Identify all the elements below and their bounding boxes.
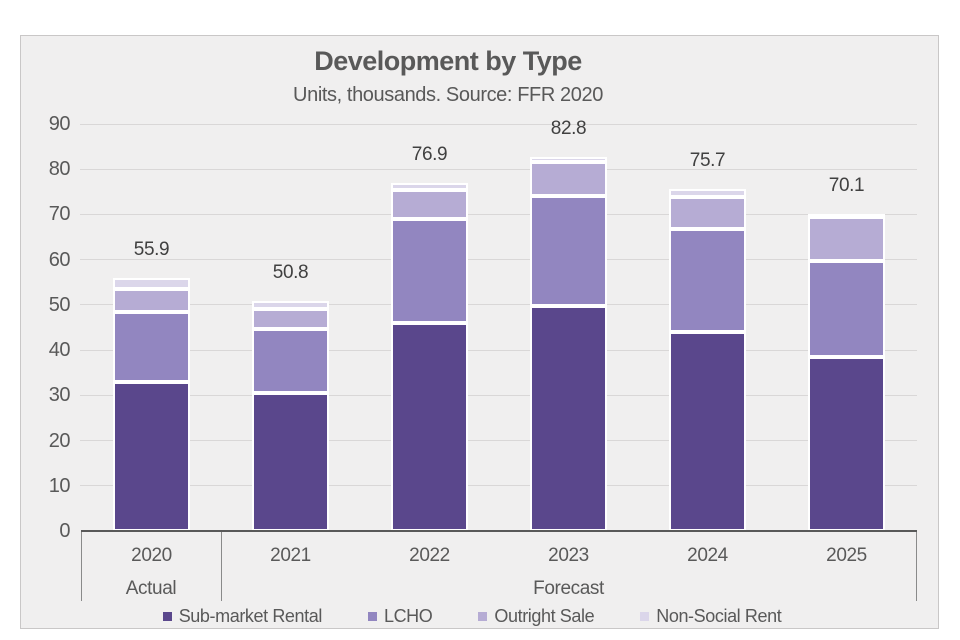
legend-marker-non-social-rent-icon <box>640 611 650 621</box>
bar-2022-sub-market-rental <box>391 323 468 531</box>
bar-2022-lcho <box>391 218 468 324</box>
legend-marker-sub-market-rental-icon <box>162 611 172 621</box>
legend-marker-outright-sale-icon <box>478 611 488 621</box>
bar-2023-sub-market-rental <box>530 305 607 531</box>
y-axis-tick-label: 50 <box>48 293 71 316</box>
axis-table-border <box>81 532 82 601</box>
legend-item-outright-sale: Outright Sale <box>478 606 595 626</box>
bar-2024-outright-sale <box>669 196 746 230</box>
bar-2025-non-social-rent <box>808 213 885 218</box>
bar-2020-non-social-rent <box>113 278 190 290</box>
y-gridline <box>80 440 917 442</box>
y-gridline <box>80 259 917 261</box>
legend-item-non-social-rent: Non-Social Rent <box>640 606 782 626</box>
bar-2023-outright-sale <box>530 162 607 196</box>
bar-total-label: 55.9 <box>133 239 170 261</box>
legend-label-sub-market-rental: Sub-market Rental <box>178 606 323 626</box>
bar-total-label: 82.8 <box>550 117 587 139</box>
y-axis-tick-label: 60 <box>48 248 71 271</box>
x-axis-year-label: 2023 <box>548 545 589 566</box>
bar-2021-lcho <box>252 328 329 394</box>
y-axis-tick-label: 90 <box>48 113 71 135</box>
chart-subtitle: Units, thousands. Source: FFR 2020 <box>293 84 603 106</box>
axis-group-label-actual: Actual <box>125 578 177 599</box>
bar-2021-non-social-rent <box>252 301 329 309</box>
x-axis-year-label: 2021 <box>270 545 311 566</box>
bar-total-label: 70.1 <box>828 174 865 196</box>
legend-label-outright-sale: Outright Sale <box>494 606 595 626</box>
bar-2020-outright-sale <box>113 289 190 312</box>
x-axis-year-label: 2022 <box>409 545 450 566</box>
legend-item-lcho: LCHO <box>367 606 433 626</box>
bar-2020-sub-market-rental <box>113 382 190 531</box>
bar-2022-outright-sale <box>391 190 468 219</box>
y-gridline <box>80 213 917 215</box>
y-axis-tick-label: 20 <box>48 429 71 452</box>
x-axis-year-label: 2024 <box>687 545 728 566</box>
y-gridline <box>80 168 917 170</box>
bar-2021-sub-market-rental <box>252 393 329 531</box>
legend-item-sub-market-rental: Sub-market Rental <box>162 606 323 626</box>
y-axis-tick-label: 0 <box>59 520 70 542</box>
legend-label-lcho: LCHO <box>383 606 433 626</box>
y-gridline <box>80 304 917 306</box>
x-axis-line <box>81 530 917 532</box>
axis-group-label-forecast: Forecast <box>533 578 604 599</box>
y-gridline <box>80 394 917 396</box>
y-axis-tick-label: 10 <box>48 474 71 497</box>
bar-2023-non-social-rent <box>530 156 607 163</box>
y-gridline <box>80 123 917 125</box>
y-axis-tick-label: 80 <box>48 158 71 181</box>
bar-2025-outright-sale <box>808 216 885 262</box>
bar-2024-non-social-rent <box>669 188 746 197</box>
bar-2025-lcho <box>808 261 885 358</box>
bar-total-label: 50.8 <box>272 262 309 284</box>
bar-2023-lcho <box>530 195 607 306</box>
bar-2022-non-social-rent <box>391 183 468 191</box>
y-gridline <box>80 349 917 351</box>
axis-table-border <box>916 532 917 601</box>
legend-label-non-social-rent: Non-Social Rent <box>656 606 782 626</box>
bar-2024-lcho <box>669 229 746 333</box>
axis-table-border <box>221 532 222 601</box>
bar-2020-lcho <box>113 311 190 383</box>
x-axis-year-label: 2020 <box>131 545 172 566</box>
bar-2021-outright-sale <box>252 308 329 329</box>
x-axis-year-label: 2025 <box>826 545 867 566</box>
bar-total-label: 75.7 <box>689 149 726 171</box>
chart-title: Development by Type <box>314 46 582 76</box>
y-axis-tick-label: 40 <box>48 339 71 362</box>
bar-2024-sub-market-rental <box>669 332 746 531</box>
bar-total-label: 76.9 <box>411 144 448 166</box>
legend-marker-lcho-icon <box>367 611 377 621</box>
bar-2025-sub-market-rental <box>808 357 885 531</box>
y-axis-tick-label: 70 <box>48 203 71 226</box>
y-gridline <box>80 485 917 487</box>
y-axis-tick-label: 30 <box>48 384 71 407</box>
legend: Sub-market Rental LCHO Outright Sale Non-So… <box>12 603 932 629</box>
